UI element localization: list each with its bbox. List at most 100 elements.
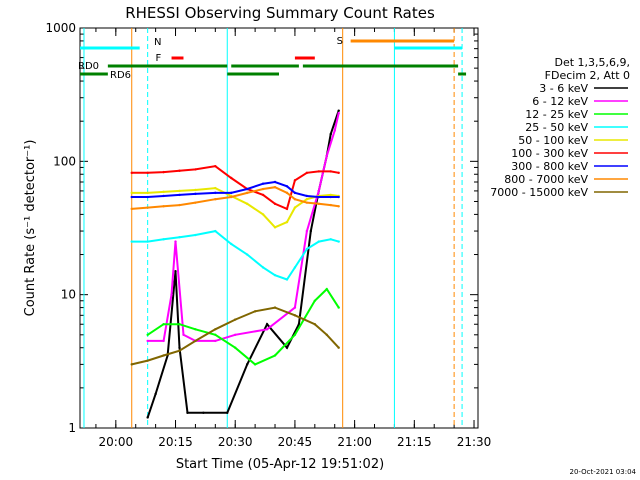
y-axis-label: Count Rate (s⁻¹ detector⁻¹) <box>23 140 38 317</box>
status-bar-label: F <box>156 53 162 64</box>
x-tick-label: 20:15 <box>158 435 193 449</box>
x-tick-label: 20:45 <box>278 435 313 449</box>
x-axis-label: Start Time (05-Apr-12 19:51:02) <box>176 457 384 472</box>
data-point <box>194 192 197 196</box>
data-point <box>230 195 233 199</box>
y-tick-label: 1000 <box>45 21 76 35</box>
data-point <box>329 170 332 173</box>
data-point <box>178 346 181 349</box>
data-point <box>261 193 265 197</box>
data-point <box>273 354 277 357</box>
data-point <box>325 333 328 337</box>
data-point <box>230 176 233 180</box>
data-point <box>329 203 332 207</box>
data-point <box>146 191 149 195</box>
chart-title: RHESSI Observing Summary Count Rates <box>125 4 435 22</box>
data-point <box>202 411 205 415</box>
data-point <box>265 328 269 331</box>
data-point <box>178 189 181 193</box>
data-point <box>146 339 149 343</box>
data-point <box>130 195 133 199</box>
data-point <box>178 169 181 172</box>
data-point <box>337 205 340 208</box>
data-point <box>293 206 297 209</box>
series-line <box>131 180 339 198</box>
data-point <box>293 266 297 269</box>
data-point <box>305 229 309 233</box>
data-point <box>305 197 309 201</box>
legend-entry-label: 12 - 25 keV <box>525 108 588 121</box>
data-point <box>178 193 181 197</box>
data-point <box>186 411 189 415</box>
data-point <box>273 202 277 206</box>
data-point <box>305 201 309 204</box>
data-point <box>245 187 249 191</box>
data-point <box>313 323 317 326</box>
data-point <box>214 229 217 233</box>
data-point <box>174 269 177 273</box>
data-point <box>245 253 249 256</box>
data-point <box>297 323 301 326</box>
data-point <box>261 213 265 216</box>
data-point <box>162 238 165 241</box>
data-point <box>178 203 181 207</box>
data-point <box>261 187 265 191</box>
data-point <box>245 191 249 195</box>
data-point <box>273 180 277 184</box>
status-bar-label: N <box>154 37 161 48</box>
data-point <box>317 189 320 193</box>
data-point <box>182 333 185 337</box>
data-point <box>317 170 320 173</box>
data-point <box>317 195 320 199</box>
data-point <box>317 202 320 206</box>
data-point <box>285 191 289 195</box>
data-point <box>214 164 217 168</box>
series-line <box>131 187 339 229</box>
data-point <box>146 171 149 175</box>
x-tick-label: 20:00 <box>99 435 134 449</box>
data-point <box>273 185 277 189</box>
data-point <box>337 306 340 309</box>
data-point <box>214 191 217 195</box>
data-point <box>130 207 133 211</box>
data-point <box>293 333 297 337</box>
status-bar-label: RD0 <box>78 61 99 72</box>
data-point <box>333 129 336 132</box>
data-point <box>313 299 317 302</box>
plot-area: 1 10 100 1000 20:00 20:15 20:30 20:45 21:00 21:15… <box>45 21 491 449</box>
data-point <box>194 168 197 171</box>
data-point <box>265 323 269 326</box>
data-point <box>146 240 149 243</box>
data-point <box>329 195 332 199</box>
legend-entry-label: 100 - 300 keV <box>511 147 588 160</box>
data-point <box>226 411 229 415</box>
data-point <box>285 278 289 281</box>
footer-timestamp: 20-Oct-2021 03:04 <box>570 468 637 476</box>
data-point <box>337 109 340 112</box>
data-point <box>337 240 340 243</box>
data-point <box>261 266 265 269</box>
data-point <box>154 392 157 396</box>
data-point <box>329 132 332 136</box>
data-point <box>337 111 340 115</box>
data-point <box>130 240 133 243</box>
data-point <box>273 273 277 277</box>
data-point <box>234 318 237 321</box>
series-line <box>147 112 340 342</box>
data-point <box>305 171 309 175</box>
data-point <box>146 416 149 419</box>
data-point <box>230 191 233 195</box>
data-point <box>234 333 237 337</box>
data-point <box>261 182 265 185</box>
data-point <box>162 170 165 174</box>
legend-entry-label: 800 - 7000 keV <box>504 173 588 186</box>
series-line <box>147 287 340 366</box>
data-point <box>245 363 249 366</box>
data-point <box>293 191 297 195</box>
data-point <box>293 314 297 317</box>
x-tick-label: 21:00 <box>337 435 372 449</box>
data-point <box>146 195 149 199</box>
data-point <box>305 194 309 198</box>
data-point <box>214 197 217 201</box>
